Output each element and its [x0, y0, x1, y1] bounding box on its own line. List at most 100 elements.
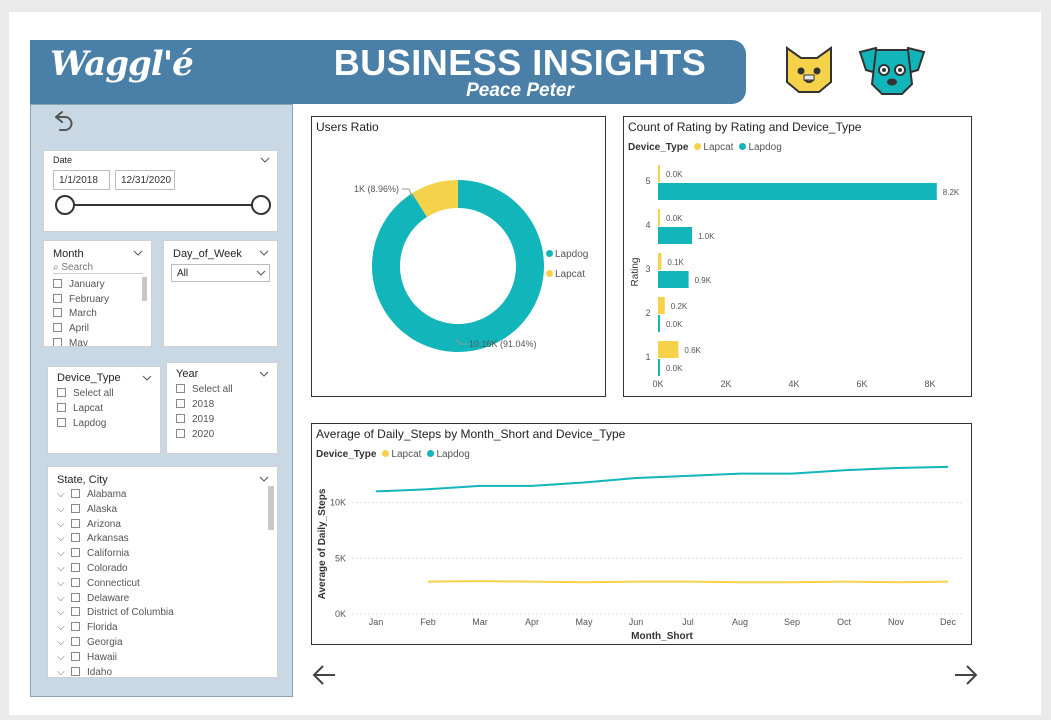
list-item[interactable]: Select all — [57, 388, 114, 399]
chevron-down-icon[interactable] — [259, 371, 269, 377]
checkbox[interactable] — [71, 563, 80, 572]
expand-chevron-icon[interactable]: ⌵ — [57, 577, 65, 589]
bar-lapcat — [658, 297, 665, 314]
chevron-down-icon — [256, 270, 266, 276]
date-slicer: Date 1/1/2018 12/31/2020 — [43, 150, 278, 232]
checkbox[interactable] — [71, 666, 80, 676]
checkbox[interactable] — [176, 414, 185, 423]
date-range-start-handle[interactable] — [55, 195, 75, 215]
legend-label: Lapdog — [555, 249, 589, 260]
daily-steps-visual[interactable]: Average of Daily_Steps by Month_Short an… — [311, 423, 972, 645]
x-axis-title: Month_Short — [631, 631, 693, 642]
chevron-down-icon[interactable] — [259, 250, 269, 256]
legend-label: Lapcat — [555, 269, 586, 280]
checkbox[interactable] — [176, 399, 185, 408]
right-arrow-icon[interactable] — [951, 661, 979, 689]
date-end-input[interactable]: 12/31/2020 — [115, 170, 175, 190]
list-item[interactable]: ⌵ Georgia — [57, 637, 123, 648]
checkbox[interactable] — [71, 548, 80, 558]
list-item[interactable]: ⌵ Delaware — [57, 592, 129, 604]
checkbox[interactable] — [53, 338, 62, 346]
checkbox[interactable] — [71, 533, 80, 543]
expand-chevron-icon[interactable]: ⌵ — [57, 592, 65, 604]
expand-chevron-icon[interactable]: ⌵ — [57, 637, 65, 648]
checkbox[interactable] — [53, 279, 62, 288]
checkbox[interactable] — [71, 503, 80, 513]
checkbox[interactable] — [176, 429, 185, 438]
expand-chevron-icon[interactable]: ⌵ — [57, 666, 65, 678]
scrollbar[interactable] — [268, 486, 274, 530]
checkbox[interactable] — [53, 294, 62, 303]
chevron-down-icon[interactable] — [259, 476, 269, 482]
list-item[interactable]: ⌵ Hawaii — [57, 651, 117, 663]
chevron-down-icon[interactable] — [260, 157, 270, 163]
checkbox[interactable] — [71, 489, 80, 498]
list-item[interactable]: 2019 — [176, 414, 214, 425]
expand-chevron-icon[interactable]: ⌵ — [57, 607, 65, 619]
rating-legend: Device_Type Lapcat Lapdog — [628, 142, 782, 153]
chevron-down-icon[interactable] — [142, 375, 152, 381]
checkbox[interactable] — [71, 637, 80, 646]
list-item[interactable]: ⌵ Arkansas — [57, 533, 129, 544]
checkbox[interactable] — [57, 418, 66, 427]
checkbox[interactable] — [176, 384, 185, 393]
expand-chevron-icon[interactable]: ⌵ — [57, 503, 65, 515]
expand-chevron-icon[interactable]: ⌵ — [57, 518, 65, 530]
chevron-down-icon[interactable] — [133, 250, 143, 256]
list-item[interactable]: ⌵ Arizona — [57, 518, 121, 530]
list-item[interactable]: ⌵ Colorado — [57, 563, 128, 574]
list-item[interactable]: ⌵ Alabama — [57, 489, 126, 500]
checkbox[interactable] — [71, 651, 80, 661]
checkbox[interactable] — [71, 622, 80, 632]
expand-chevron-icon[interactable]: ⌵ — [57, 622, 65, 634]
x-tick-label: Jun — [629, 617, 644, 627]
day-of-week-dropdown[interactable]: All — [171, 264, 270, 282]
expand-chevron-icon[interactable]: ⌵ — [57, 548, 65, 560]
date-start-input[interactable]: 1/1/2018 — [53, 170, 110, 190]
checkbox[interactable] — [71, 577, 80, 587]
left-arrow-icon[interactable] — [311, 661, 339, 689]
x-tick-label: Jul — [682, 617, 694, 627]
date-range-end-handle[interactable] — [251, 195, 271, 215]
device-option-label: Lapcat — [73, 403, 104, 414]
state-option-label: Colorado — [87, 563, 128, 574]
list-item[interactable]: ⌵ California — [57, 548, 129, 559]
list-item[interactable]: ⌵ Alaska — [57, 503, 117, 515]
expand-chevron-icon[interactable]: ⌵ — [57, 651, 65, 663]
line-chart-title: Average of Daily_Steps by Month_Short an… — [316, 427, 626, 441]
bar-chart: 5 0.0K 8.2K 4 0.0K 1.0K 3 0.1K 0.9K 2 0.2K 0.0K 1 0.6… — [630, 165, 960, 389]
list-item[interactable]: March — [53, 308, 97, 319]
list-item[interactable]: 2018 — [176, 399, 214, 410]
checkbox[interactable] — [53, 308, 62, 317]
list-item[interactable]: ⌵ District of Columbia — [57, 607, 174, 618]
list-item[interactable]: Select all — [176, 384, 233, 395]
checkbox[interactable] — [53, 323, 62, 332]
rating-bar-visual[interactable]: Count of Rating by Rating and Device_Typ… — [623, 116, 972, 397]
state-option-label: Connecticut — [87, 577, 140, 589]
checkbox[interactable] — [71, 518, 80, 528]
checkbox[interactable] — [71, 607, 80, 617]
checkbox[interactable] — [57, 403, 66, 412]
expand-chevron-icon[interactable]: ⌵ — [57, 533, 65, 545]
line-series-lapcat — [427, 580, 949, 584]
list-item[interactable]: May — [53, 338, 88, 346]
list-item[interactable]: 2020 — [176, 429, 214, 440]
list-item[interactable]: April — [53, 323, 89, 334]
month-search-input[interactable]: ⌕ Search — [53, 262, 143, 274]
list-item[interactable]: Lapdog — [57, 418, 106, 429]
expand-chevron-icon[interactable]: ⌵ — [57, 489, 65, 500]
list-item[interactable]: ⌵ Idaho — [57, 666, 112, 678]
list-item[interactable]: January — [53, 279, 105, 290]
list-item[interactable]: ⌵ Connecticut — [57, 577, 140, 589]
scrollbar[interactable] — [142, 277, 147, 301]
users-ratio-visual[interactable]: Users Ratio 1K (8.96%) 10.16K (91.04%) La… — [311, 116, 606, 397]
checkbox[interactable] — [57, 388, 66, 397]
list-item[interactable]: Lapcat — [57, 403, 103, 414]
list-item[interactable]: ⌵ Florida — [57, 622, 118, 633]
leader-line — [402, 188, 414, 200]
checkbox[interactable] — [71, 592, 80, 602]
back-arrow-icon[interactable] — [50, 108, 76, 134]
expand-chevron-icon[interactable]: ⌵ — [57, 563, 65, 574]
list-item[interactable]: February — [53, 294, 109, 305]
data-label-lapcat: 1K (8.96%) — [354, 184, 399, 194]
